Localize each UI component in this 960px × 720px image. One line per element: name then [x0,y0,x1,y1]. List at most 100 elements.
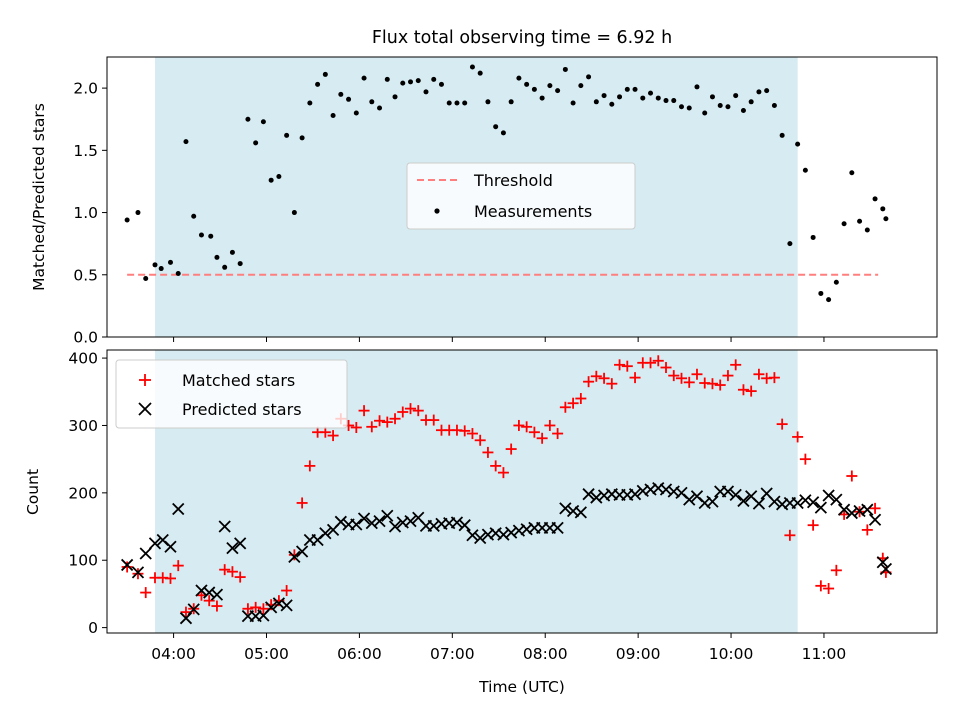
bottom-x-tick-label: 08:00 [523,645,568,663]
matched-star-point [397,406,409,418]
matched-star-point [737,384,749,396]
matched-star-point [714,379,726,391]
predicted-star-point [474,531,487,545]
predicted-star-point [737,494,750,508]
measurement-point [601,93,607,99]
measurement-point [208,233,214,239]
measurement-point [833,279,839,285]
measurement-point [640,95,646,101]
measurement-point [810,234,816,240]
predicted-star-point [139,547,152,560]
predicted-star-point [814,501,827,514]
predicted-star-point [466,529,479,542]
measurement-point [883,216,889,222]
measurement-point [469,64,475,70]
matched-star-point [428,414,440,426]
predicted-star-point [582,488,595,501]
bottom-plot-frame [106,349,938,634]
measurement-point [384,76,390,82]
top-plot-frame [106,56,938,338]
top-y-tick-label: 1.0 [73,204,98,222]
measurement-point [841,221,847,227]
predicted-star-point [195,584,208,597]
measurement-point [377,105,383,111]
measurement-point [787,241,793,247]
predicted-star-point [131,566,145,579]
measurement-point [361,75,367,81]
top-legend: Threshold Measurements [406,162,636,230]
predicted-star-point [280,599,293,612]
matched-star-point [652,355,664,367]
matched-star-point [799,453,811,465]
matched-star-point [327,430,339,442]
predicted-star-point [350,518,363,531]
matched-star-point [544,419,556,431]
predicted-star-point [234,537,247,550]
measurement-point [632,86,638,92]
matched-star-point [257,603,269,615]
top-y-axis-label: Matched/Predicted stars [30,103,48,291]
measurement-point [183,139,189,145]
legend-predicted-swatch [138,402,152,416]
matched-star-point [242,603,254,615]
predicted-star-point [187,603,200,616]
bottom-legend: Matched stars Predicted stars [115,359,348,429]
bottom-y-axis: 0 100 200 300 400 [68,350,107,637]
measurement-point [802,167,808,173]
top-y-tick-label: 0.5 [73,266,98,284]
predicted-star-point [210,588,224,601]
measurement-point [539,95,545,101]
measurement-point [795,141,801,147]
predicted-star-point [505,526,518,539]
predicted-star-point [295,545,309,558]
matched-star-point [753,368,765,380]
measurement-point [857,218,863,224]
top-y-tick-label: 0.0 [73,329,98,347]
predicted-star-point [768,495,781,508]
matched-star-point [815,580,827,592]
matched-star-point [234,571,246,583]
measurement-point [648,90,654,96]
matched-star-point [861,524,873,536]
matched-star-point [730,359,742,371]
measurement-point [733,93,739,99]
legend-measurements-swatch [434,208,440,214]
measurement-point [709,94,715,100]
predicted-star-point [752,497,766,510]
matched-star-point [567,397,579,409]
matched-star-point [660,362,672,374]
measurement-point [276,173,282,179]
bottom-y-tick-label: 300 [68,417,98,435]
measurement-point [593,99,599,105]
matched-star-point [374,415,386,427]
measurement-point [392,94,398,100]
matched-star-point [830,564,842,576]
measurement-point [779,132,785,138]
matched-star-point [683,376,695,388]
legend-measurements-label: Measurements [474,202,592,221]
measurement-point [702,110,708,116]
matched-star-point [466,428,478,440]
measurement-point [586,74,592,80]
measurement-point [570,100,576,106]
measurement-point [454,100,460,106]
measurement-point [124,217,130,223]
measurement-point [826,297,832,303]
bottom-x-tick-label: 10:00 [709,645,754,663]
matched-star-point [412,405,424,417]
measurement-point [198,232,204,238]
matched-star-point [645,357,657,369]
predicted-star-point [822,489,835,502]
bottom-x-tick-label: 07:00 [430,645,475,663]
matched-star-point [366,421,378,433]
matched-star-point [575,393,587,405]
measurement-point [756,89,762,95]
measurement-point [214,254,220,260]
predicted-star-point [427,519,440,533]
matched-star-point [459,425,471,437]
matched-star-point [350,421,362,433]
predicted-star-point [830,493,843,506]
matched-star-point [405,403,417,415]
measurement-point [400,80,406,86]
